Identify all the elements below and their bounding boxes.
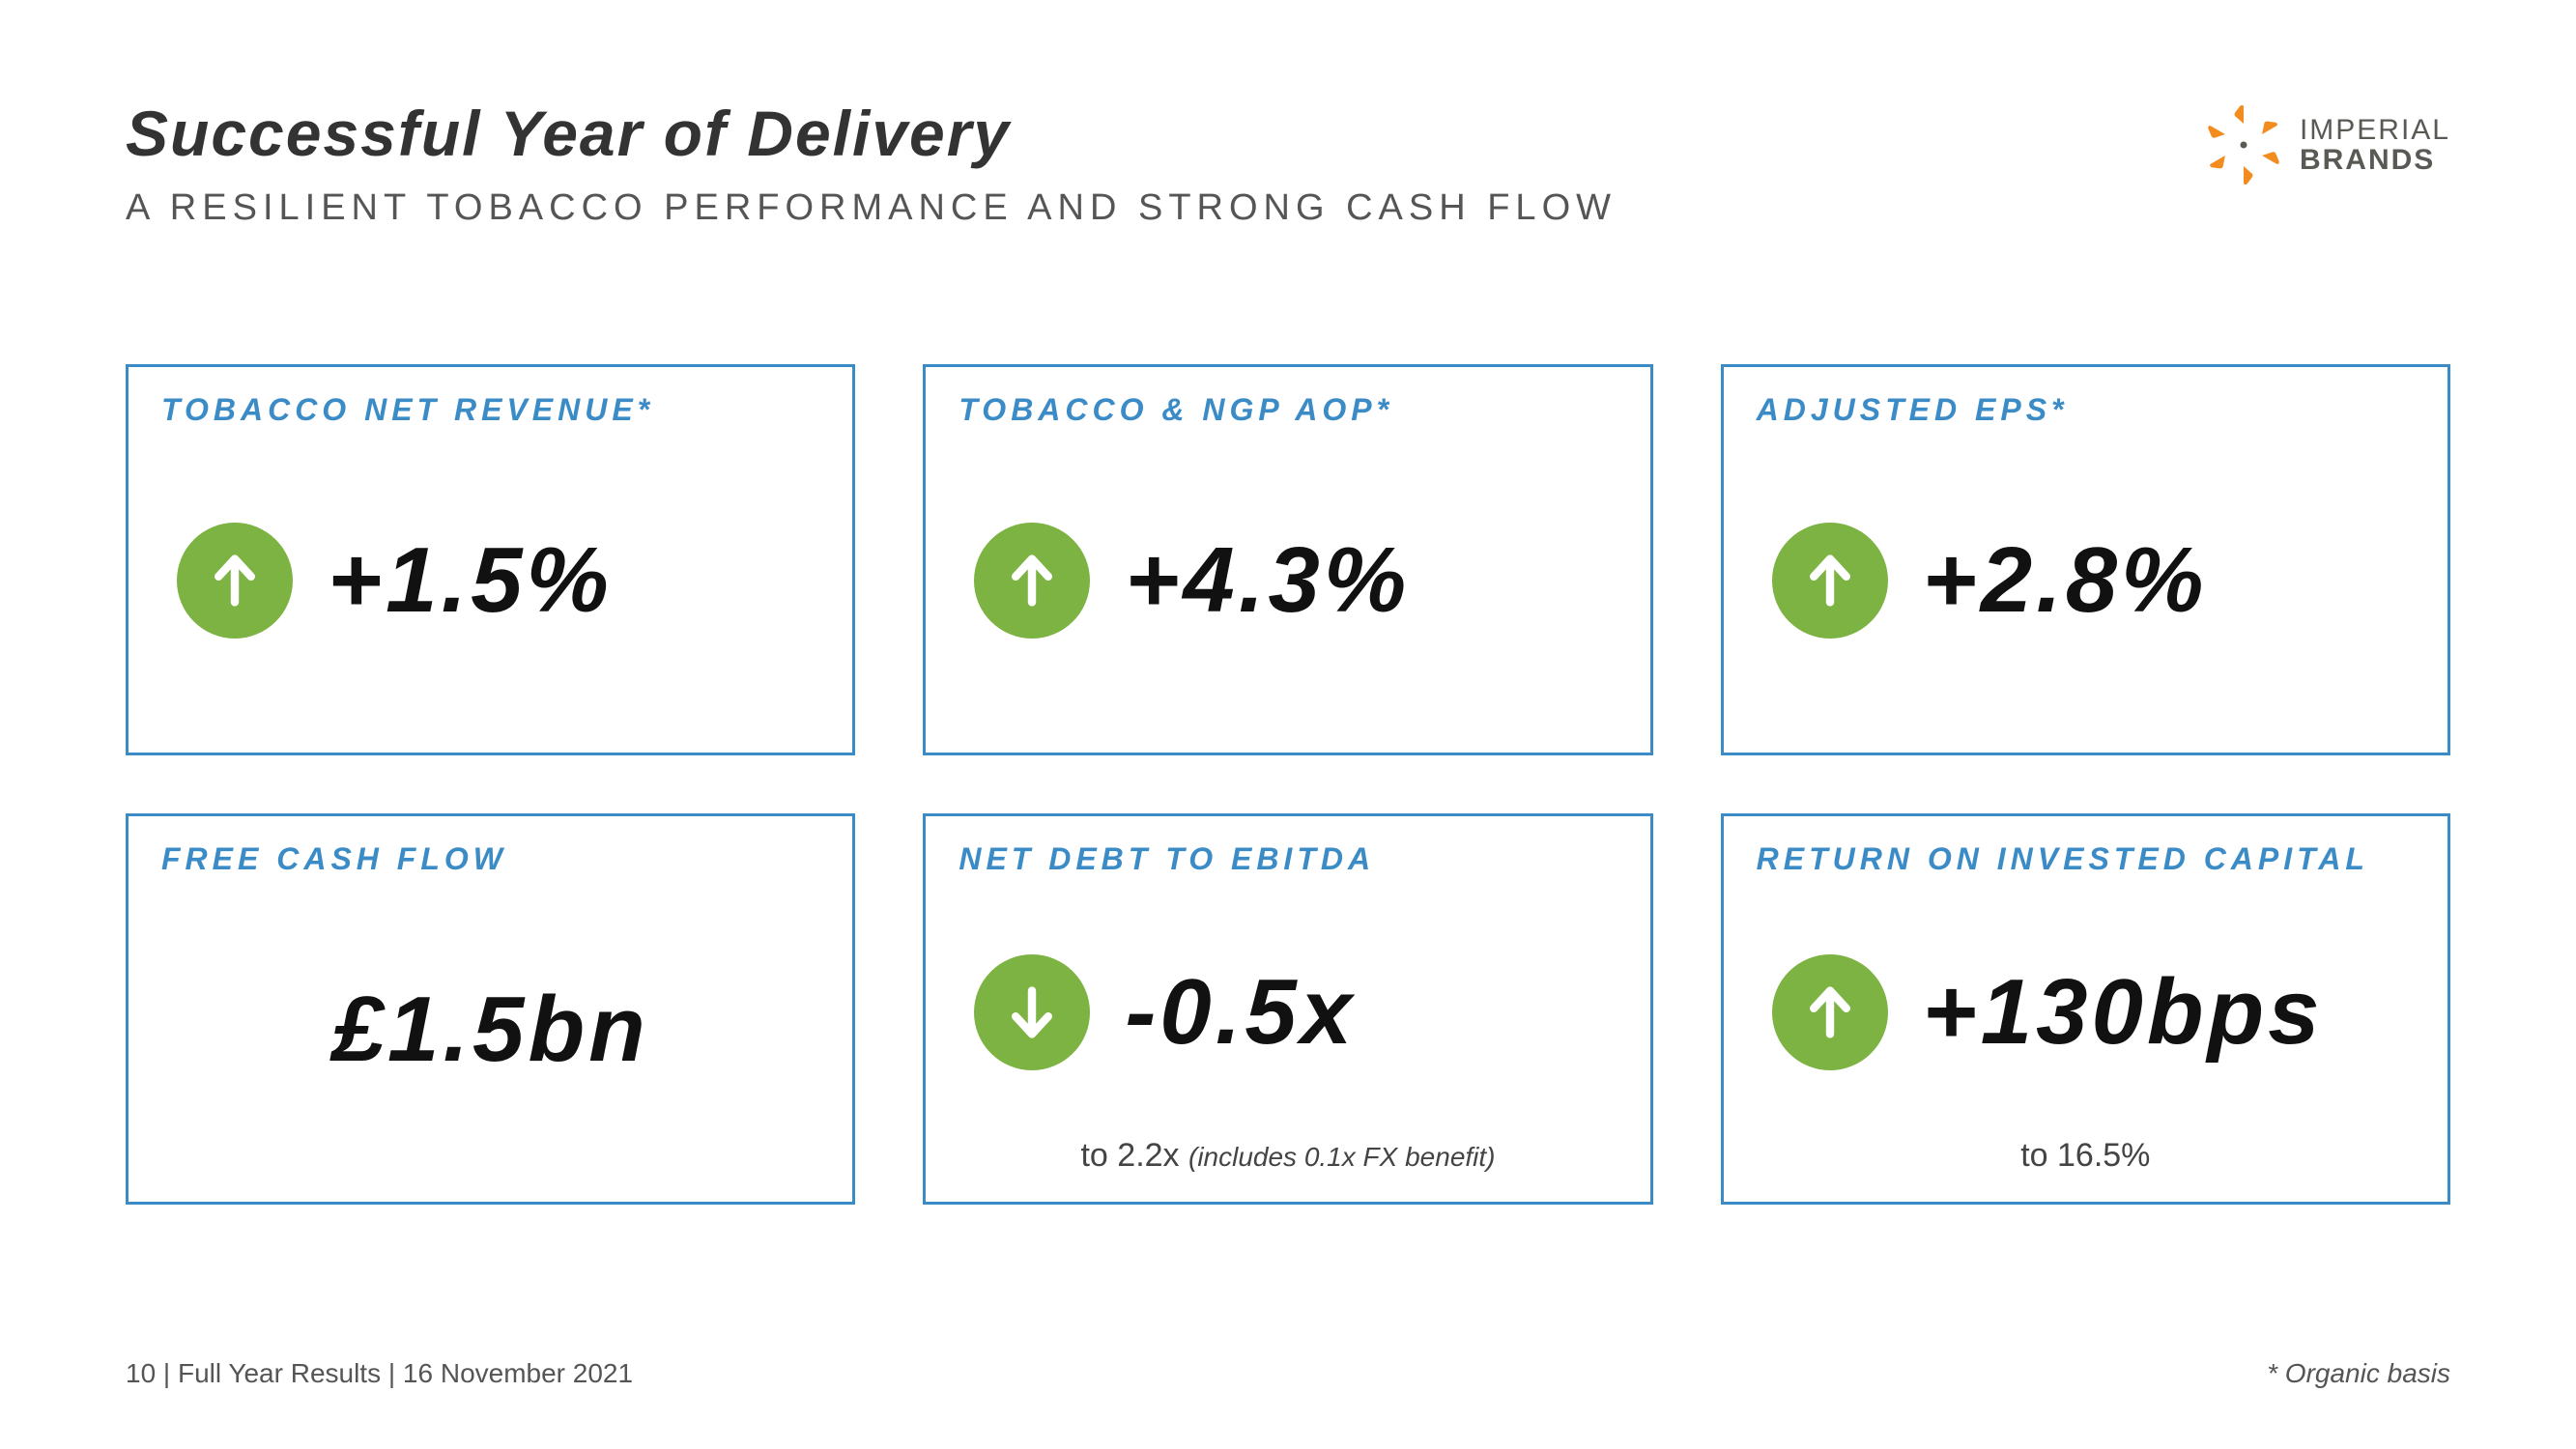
metric-note: to 2.2x (includes 0.1x FX benefit) bbox=[959, 1137, 1617, 1182]
logo-line1: IMPERIAL bbox=[2300, 115, 2450, 146]
metric-label: NET DEBT TO EBITDA bbox=[959, 841, 1617, 877]
metric-label: RETURN ON INVESTED CAPITAL bbox=[1757, 841, 2415, 877]
brand-logo: IMPERIAL BRANDS bbox=[2201, 102, 2450, 187]
metric-label: ADJUSTED EPS* bbox=[1757, 392, 2415, 428]
metric-card: NET DEBT TO EBITDA -0.5x to 2.2x (includ… bbox=[923, 813, 1652, 1205]
page-title: Successful Year of Delivery bbox=[126, 97, 2201, 170]
metric-card: RETURN ON INVESTED CAPITAL +130bps to 16… bbox=[1721, 813, 2450, 1205]
metric-value: +130bps bbox=[1923, 959, 2324, 1065]
note-ital: (includes 0.1x FX benefit) bbox=[1188, 1142, 1496, 1172]
footer: 10 | Full Year Results | 16 November 202… bbox=[126, 1358, 2450, 1389]
metric-value: -0.5x bbox=[1125, 959, 1356, 1065]
metric-card: TOBACCO & NGP AOP* +4.3% bbox=[923, 364, 1652, 755]
metric-body: -0.5x bbox=[959, 877, 1617, 1147]
metric-value: +2.8% bbox=[1923, 527, 2208, 634]
metric-card: TOBACCO NET REVENUE* +1.5% bbox=[126, 364, 855, 755]
slide: Successful Year of Delivery A RESILIENT … bbox=[0, 0, 2576, 1449]
arrow-up-icon bbox=[974, 523, 1090, 639]
arrow-up-icon bbox=[1772, 523, 1888, 639]
metric-label: TOBACCO NET REVENUE* bbox=[161, 392, 819, 428]
logo-line2: BRANDS bbox=[2300, 145, 2450, 176]
asterisk-icon bbox=[2201, 102, 2286, 187]
metric-label: FREE CASH FLOW bbox=[161, 841, 819, 877]
arrow-up-icon bbox=[177, 523, 293, 639]
metric-value: £1.5bn bbox=[332, 977, 649, 1083]
header-row: Successful Year of Delivery A RESILIENT … bbox=[126, 97, 2450, 229]
note-plain: to 16.5% bbox=[2020, 1137, 2150, 1174]
metric-card: ADJUSTED EPS* +2.8% bbox=[1721, 364, 2450, 755]
metric-body: +2.8% bbox=[1757, 428, 2415, 733]
metric-card: FREE CASH FLOW £1.5bn bbox=[126, 813, 855, 1205]
metrics-grid: TOBACCO NET REVENUE* +1.5% TOBACCO & NGP… bbox=[126, 364, 2450, 1205]
arrow-down-icon bbox=[974, 954, 1090, 1070]
metric-body: +130bps bbox=[1757, 877, 2415, 1147]
metric-body: +1.5% bbox=[161, 428, 819, 733]
arrow-up-icon bbox=[1772, 954, 1888, 1070]
metric-body: +4.3% bbox=[959, 428, 1617, 733]
footer-right: * Organic basis bbox=[2267, 1358, 2450, 1389]
metric-body: £1.5bn bbox=[161, 877, 819, 1182]
titles: Successful Year of Delivery A RESILIENT … bbox=[126, 97, 2201, 229]
metric-value: +4.3% bbox=[1125, 527, 1410, 634]
note-plain: to 2.2x bbox=[1080, 1137, 1188, 1174]
logo-text: IMPERIAL BRANDS bbox=[2300, 115, 2450, 176]
metric-note: to 16.5% bbox=[1757, 1137, 2415, 1182]
page-subtitle: A RESILIENT TOBACCO PERFORMANCE AND STRO… bbox=[126, 187, 2201, 229]
metric-value: +1.5% bbox=[328, 527, 613, 634]
footer-left: 10 | Full Year Results | 16 November 202… bbox=[126, 1358, 633, 1389]
metric-label: TOBACCO & NGP AOP* bbox=[959, 392, 1617, 428]
